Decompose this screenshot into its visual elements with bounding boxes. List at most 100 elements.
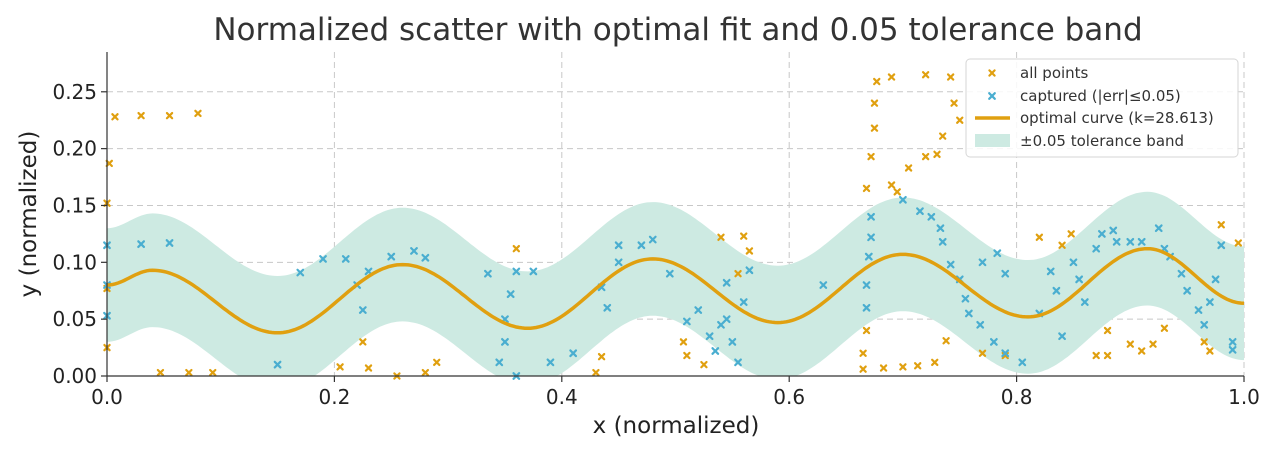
point-captured — [1109, 226, 1118, 235]
point-captured — [1001, 349, 1010, 358]
point-all — [1126, 340, 1135, 348]
y-axis-ticks: 0.00 0.05 0.10 0.15 0.20 0.25 — [52, 80, 107, 388]
x-tick-label: 0.2 — [318, 385, 350, 409]
point-all — [745, 247, 754, 255]
point-captured — [739, 298, 748, 307]
y-tick-label: 0.00 — [52, 364, 97, 388]
point-captured — [506, 290, 515, 299]
point-captured — [745, 266, 754, 275]
point-captured — [1200, 320, 1209, 329]
point-captured — [296, 268, 305, 277]
point-all — [1217, 221, 1225, 229]
point-captured — [165, 239, 174, 247]
point-all — [913, 362, 922, 370]
point-all — [336, 363, 344, 371]
y-tick-label: 0.15 — [52, 193, 97, 217]
point-captured — [483, 269, 492, 278]
point-all — [879, 364, 888, 372]
point-captured — [1058, 332, 1066, 341]
legend-item-all-points: all points — [988, 64, 1089, 82]
legend-item-band: ±0.05 tolerance band — [975, 132, 1184, 150]
point-captured — [722, 278, 731, 287]
point-all — [1206, 347, 1214, 355]
point-all — [592, 368, 600, 377]
point-captured — [728, 337, 737, 346]
point-captured — [1112, 237, 1121, 246]
x-tick-label: 0.6 — [773, 385, 805, 409]
point-captured — [1097, 229, 1106, 238]
legend-label-captured: captured (|err|≤0.05) — [1020, 87, 1181, 105]
point-all — [867, 152, 875, 161]
optimal-curve — [106, 246, 1245, 335]
point-captured — [1069, 258, 1078, 267]
point-captured — [1228, 345, 1237, 354]
point-all — [887, 181, 896, 189]
point-all — [156, 368, 165, 377]
point-all — [111, 113, 119, 121]
point-captured — [1046, 267, 1055, 276]
point-all — [956, 116, 964, 124]
point-all — [938, 132, 947, 140]
point-captured — [993, 249, 1002, 258]
point-captured — [648, 235, 657, 244]
point-captured — [1205, 298, 1214, 307]
point-all — [862, 184, 871, 193]
legend-frame — [965, 58, 1239, 158]
point-all — [194, 109, 202, 118]
point-all — [950, 99, 958, 107]
legend-marker-band — [975, 134, 1010, 147]
point-all — [859, 365, 867, 373]
point-all — [1200, 338, 1208, 346]
point-all — [185, 368, 193, 377]
point-captured — [358, 306, 367, 314]
point-all — [734, 269, 742, 278]
point-captured — [1183, 286, 1192, 295]
point-captured — [637, 241, 646, 250]
x-tick-label: 1.0 — [1228, 385, 1260, 409]
point-captured — [717, 320, 725, 329]
point-all — [1103, 351, 1112, 360]
point-all — [899, 363, 907, 371]
point-captured — [319, 255, 327, 263]
point-captured — [819, 281, 828, 289]
point-captured — [1211, 275, 1220, 284]
point-all — [873, 77, 881, 86]
y-tick-label: 0.20 — [52, 137, 97, 161]
point-captured — [1137, 237, 1146, 246]
point-all — [1137, 347, 1146, 355]
point-captured — [1177, 269, 1186, 278]
point-captured — [898, 195, 907, 204]
point-all — [700, 360, 708, 369]
point-all — [1058, 241, 1066, 249]
y-tick-label: 0.05 — [52, 307, 97, 331]
point-all — [946, 73, 955, 81]
point-captured — [694, 306, 703, 314]
point-captured — [867, 212, 875, 221]
point-all — [165, 111, 174, 120]
point-all — [359, 338, 367, 346]
point-all — [717, 233, 725, 242]
point-captured — [711, 347, 720, 355]
point-captured — [1126, 237, 1135, 246]
point-all — [1092, 351, 1100, 360]
legend-label-curve: optimal curve (k=28.613) — [1020, 109, 1214, 127]
point-captured — [1075, 275, 1084, 284]
x-tick-label: 0.8 — [1001, 385, 1033, 409]
chart-title: Normalized scatter with optimal fit and … — [213, 12, 1142, 48]
point-captured — [862, 303, 871, 312]
point-captured — [665, 269, 674, 278]
legend: all points captured (|err|≤0.05) optimal… — [965, 58, 1239, 158]
point-captured — [705, 332, 714, 341]
point-captured — [273, 360, 282, 369]
point-captured — [501, 337, 509, 346]
point-all — [931, 358, 939, 367]
point-all — [921, 71, 930, 79]
legend-x-captured — [988, 92, 996, 100]
x-tick-label: 0.0 — [91, 385, 123, 409]
point-all — [597, 352, 606, 361]
all-points-series — [103, 71, 1243, 380]
point-captured — [978, 258, 987, 267]
point-captured — [938, 237, 947, 246]
point-captured — [512, 267, 521, 276]
